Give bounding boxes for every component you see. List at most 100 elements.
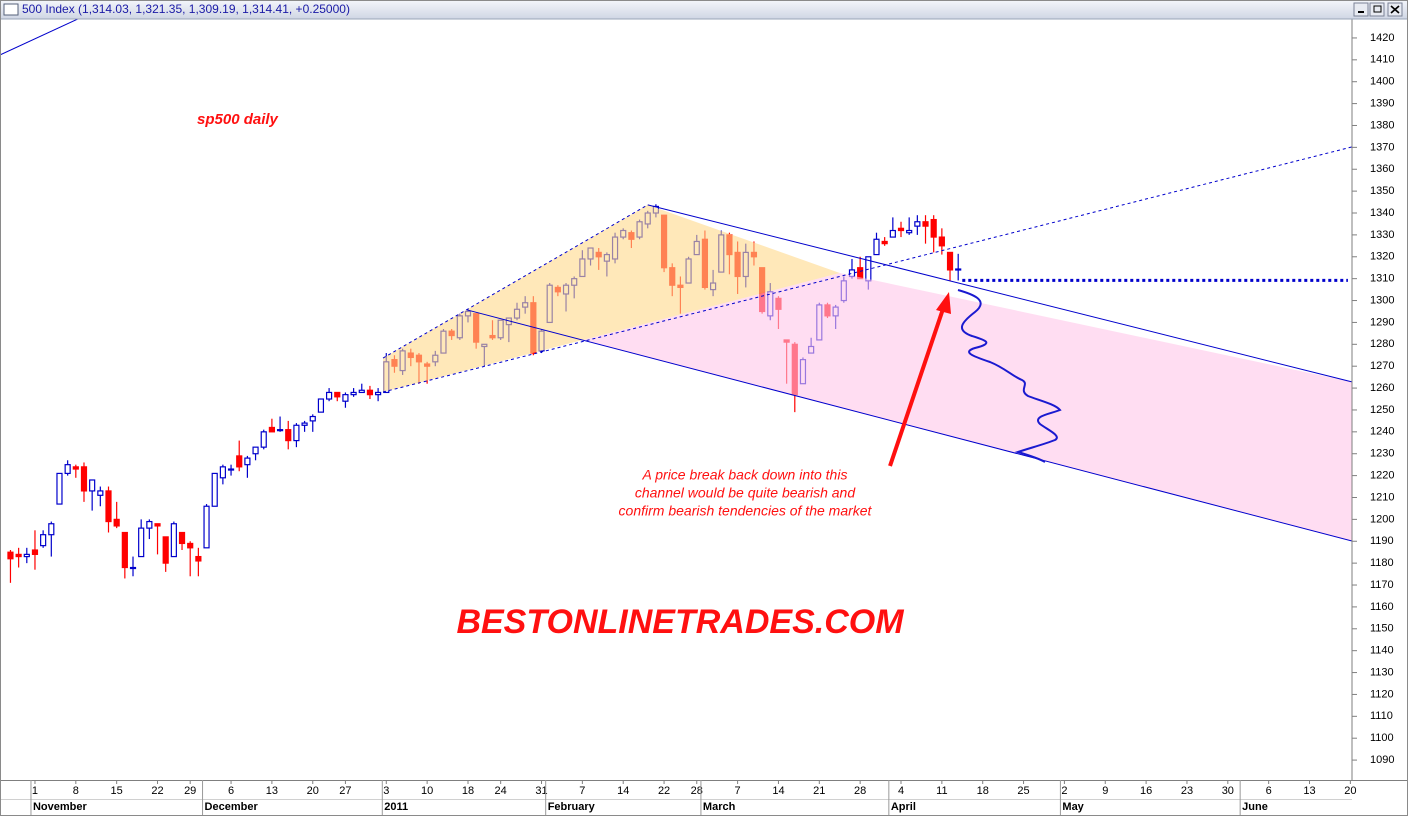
y-tick-label: 1140 (1370, 645, 1394, 657)
candle-body (334, 391, 341, 398)
candle-body (260, 431, 267, 448)
x-tick-label: 20 (307, 785, 319, 797)
candle-body (162, 536, 169, 564)
candle-body (252, 446, 259, 455)
candle-body (366, 389, 374, 396)
candle-body (48, 523, 55, 536)
candle-body (105, 490, 112, 523)
x-tick-label: 18 (977, 785, 989, 797)
x-axis-panel (0, 780, 1408, 816)
candle-body (219, 466, 226, 479)
candle-body (946, 251, 954, 271)
candle-body (154, 523, 161, 527)
y-tick-label: 1360 (1370, 163, 1394, 175)
y-tick-label: 1290 (1370, 316, 1394, 328)
x-tick-label: 28 (691, 785, 703, 797)
y-tick-label: 1320 (1370, 251, 1394, 263)
axes: 1090110011101120113011401150116011701180… (0, 19, 1408, 816)
window-icon (3, 3, 19, 16)
candle-body (7, 551, 14, 560)
y-tick-label: 1120 (1370, 688, 1394, 700)
x-tick-label: 25 (1017, 785, 1029, 797)
x-tick-label: 28 (854, 785, 866, 797)
candle-body (146, 520, 153, 529)
month-label: December (205, 801, 259, 813)
title-bar-bg (0, 0, 1408, 20)
candle-body (301, 422, 308, 426)
x-tick-label: 6 (228, 785, 234, 797)
month-label: 2011 (384, 801, 408, 813)
x-tick-label: 2 (1061, 785, 1067, 797)
candle-body (889, 229, 896, 238)
candle-body (244, 457, 251, 466)
candle-body (325, 391, 333, 400)
candle-body (129, 566, 137, 570)
x-tick-label: 13 (266, 785, 278, 797)
candle-body (930, 218, 937, 238)
candle-body (236, 455, 243, 468)
y-tick-label: 1400 (1370, 76, 1394, 88)
candle-body (350, 391, 357, 396)
x-tick-label: 24 (495, 785, 507, 797)
candle-body (121, 531, 128, 569)
candle-body (80, 466, 88, 492)
y-tick-label: 1150 (1370, 623, 1394, 635)
candle-body (40, 534, 47, 547)
y-tick-label: 1410 (1370, 54, 1394, 66)
x-tick-label: 21 (813, 785, 825, 797)
y-tick-label: 1300 (1370, 294, 1394, 306)
chart-label: sp500 daily (197, 111, 279, 128)
y-tick-label: 1330 (1370, 229, 1394, 241)
x-tick-label: 31 (535, 785, 547, 797)
restore-button[interactable] (1369, 2, 1385, 17)
candle-body (309, 415, 316, 422)
y-tick-label: 1210 (1370, 491, 1394, 503)
x-tick-label: 22 (658, 785, 670, 797)
trend-line (382, 146, 1352, 393)
candle-body (897, 227, 905, 232)
y-tick-label: 1420 (1370, 32, 1394, 44)
x-tick-label: 20 (1344, 785, 1356, 797)
candle-body (64, 464, 71, 475)
trend-line (0, 19, 79, 56)
month-label: April (891, 801, 916, 813)
x-tick-label: 27 (339, 785, 351, 797)
x-tick-label: 1 (32, 785, 38, 797)
x-tick-label: 18 (462, 785, 474, 797)
x-tick-label: 14 (617, 785, 629, 797)
title-bar: 500 Index (1,314.03, 1,321.35, 1,309.19,… (0, 0, 1408, 20)
candle-body (227, 468, 235, 471)
candle-body (138, 527, 145, 558)
x-tick-label: 23 (1181, 785, 1193, 797)
minimize-button[interactable] (1353, 2, 1369, 17)
candle-body (187, 542, 194, 549)
y-tick-label: 1170 (1370, 579, 1394, 591)
candle-body (23, 553, 30, 558)
y-tick-label: 1390 (1370, 97, 1394, 109)
callout-line: A price break back down into this (642, 467, 848, 483)
trend-line (467, 309, 1352, 542)
y-tick-label: 1090 (1370, 754, 1394, 766)
x-tick-label: 14 (772, 785, 784, 797)
callout-line: channel would be quite bearish and (635, 485, 856, 501)
candle-body (938, 236, 945, 247)
candle-body (15, 553, 22, 558)
x-tick-label: 3 (383, 785, 389, 797)
x-tick-label: 7 (579, 785, 585, 797)
candle-body (922, 221, 929, 227)
candle-body (113, 518, 120, 527)
x-tick-label: 15 (111, 785, 123, 797)
x-tick-label: 11 (936, 785, 947, 797)
y-tick-label: 1160 (1370, 601, 1394, 613)
y-tick-label: 1340 (1370, 207, 1394, 219)
month-label: June (1242, 801, 1268, 813)
y-tick-label: 1240 (1370, 426, 1394, 438)
candle-body (276, 429, 284, 432)
candle-body (955, 268, 962, 271)
x-tick-label: 7 (735, 785, 741, 797)
month-label: February (548, 801, 596, 813)
x-tick-label: 22 (151, 785, 163, 797)
y-tick-label: 1270 (1370, 360, 1394, 372)
trend-line (382, 204, 648, 359)
candle-body (56, 472, 63, 505)
